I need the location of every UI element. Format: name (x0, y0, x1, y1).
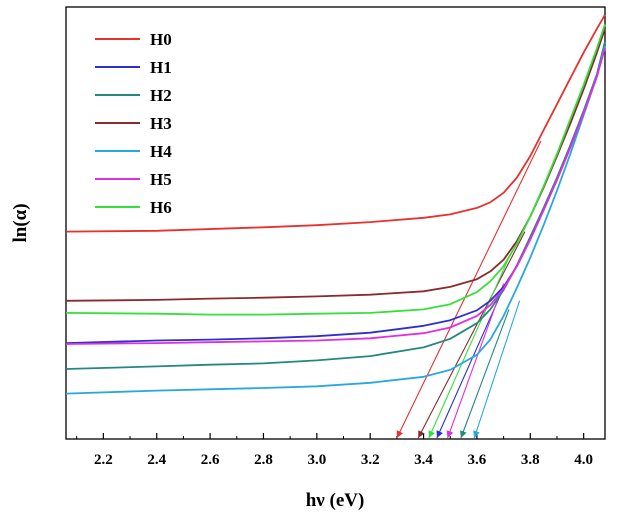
y-axis-title: ln(α) (10, 203, 31, 242)
legend-label-H1: H1 (150, 58, 172, 77)
x-tick-label: 2.6 (201, 452, 220, 468)
tangent-H6 (428, 257, 510, 439)
legend-label-H5: H5 (150, 170, 172, 189)
series-line-H3 (65, 28, 606, 302)
legend-label-H2: H2 (150, 86, 172, 105)
tangent-H0 (396, 140, 542, 439)
x-tick-label: 4.0 (574, 452, 593, 468)
x-tick-label: 3.8 (521, 452, 540, 468)
x-tick-label: 3.2 (361, 452, 380, 468)
x-axis-title: hν (eV) (306, 490, 365, 511)
legend: H0 H1 H2 H3 H4 H5 H6 (95, 30, 172, 217)
legend-label-H0: H0 (150, 30, 172, 49)
series-line-H5 (65, 47, 606, 345)
x-tick-label: 2.2 (94, 452, 113, 468)
series-lines (65, 14, 606, 395)
legend-label-H3: H3 (150, 114, 172, 133)
x-tick-label: 2.4 (147, 452, 166, 468)
x-tick-label: 3.6 (468, 452, 487, 468)
series-line-H2 (65, 41, 606, 370)
x-tick-label: 2.8 (254, 452, 273, 468)
tangent-H4 (473, 300, 521, 439)
legend-label-H4: H4 (150, 142, 172, 161)
x-tick-label: 3.0 (307, 452, 326, 468)
tangent-H3 (417, 231, 526, 439)
tangent-H2 (460, 309, 510, 439)
legend-label-H6: H6 (150, 198, 172, 217)
series-line-H0 (65, 14, 606, 233)
series-line-H4 (65, 45, 606, 395)
x-tick-label: 3.4 (414, 452, 433, 468)
x-axis-ticks: 2.2 2.4 2.6 2.8 3.0 3.2 3.4 3.6 3.8 4.0 (76, 433, 593, 468)
tangent-H5 (446, 283, 505, 439)
tangent-lines (396, 140, 542, 439)
plot-frame (65, 6, 606, 440)
series-line-H1 (65, 43, 606, 344)
series-line-H6 (65, 24, 606, 316)
